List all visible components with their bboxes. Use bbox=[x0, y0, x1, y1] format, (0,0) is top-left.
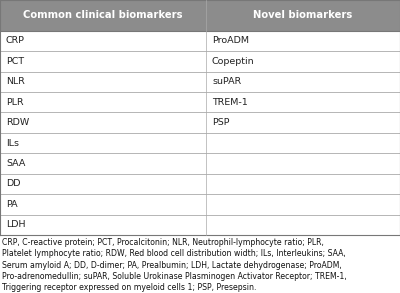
Bar bbox=[206, 0, 400, 31]
Text: Serum amyloid A; DD, D-dimer; PA, Prealbumin; LDH, Lactate dehydrogenase; ProADM: Serum amyloid A; DD, D-dimer; PA, Prealb… bbox=[2, 260, 342, 270]
Text: SAA: SAA bbox=[6, 159, 25, 168]
Bar bbox=[0, 31, 206, 51]
Bar bbox=[0, 113, 206, 133]
Bar bbox=[206, 92, 400, 113]
Text: CRP, C-reactive protein; PCT, Procalcitonin; NLR, Neutrophil-lymphocyte ratio; P: CRP, C-reactive protein; PCT, Procalcito… bbox=[2, 238, 324, 247]
Text: PA: PA bbox=[6, 200, 18, 209]
Bar bbox=[206, 113, 400, 133]
Bar bbox=[0, 133, 206, 153]
Text: CRP: CRP bbox=[6, 36, 25, 45]
Text: LDH: LDH bbox=[6, 220, 26, 229]
Text: ProADM: ProADM bbox=[212, 36, 249, 45]
Bar bbox=[0, 174, 206, 194]
Bar bbox=[206, 71, 400, 92]
Text: Triggering receptor expressed on myeloid cells 1; PSP, Presepsin.: Triggering receptor expressed on myeloid… bbox=[2, 283, 256, 292]
Bar bbox=[0, 51, 206, 71]
Text: suPAR: suPAR bbox=[212, 77, 241, 86]
Text: Platelet lymphocyte ratio; RDW, Red blood cell distribution width; ILs, Interleu: Platelet lymphocyte ratio; RDW, Red bloo… bbox=[2, 249, 346, 258]
Bar bbox=[206, 194, 400, 214]
Text: Common clinical biomarkers: Common clinical biomarkers bbox=[23, 10, 183, 20]
Text: TREM-1: TREM-1 bbox=[212, 98, 248, 107]
Text: ILs: ILs bbox=[6, 139, 19, 148]
Bar bbox=[0, 194, 206, 214]
Bar bbox=[0, 0, 206, 31]
Bar bbox=[206, 214, 400, 235]
Bar bbox=[206, 174, 400, 194]
Text: PLR: PLR bbox=[6, 98, 24, 107]
Text: RDW: RDW bbox=[6, 118, 29, 127]
Bar bbox=[0, 153, 206, 174]
Text: DD: DD bbox=[6, 179, 20, 188]
Bar bbox=[206, 133, 400, 153]
Text: PSP: PSP bbox=[212, 118, 230, 127]
Bar bbox=[206, 51, 400, 71]
Text: PCT: PCT bbox=[6, 57, 24, 66]
Text: Novel biomarkers: Novel biomarkers bbox=[253, 10, 353, 20]
Bar bbox=[0, 214, 206, 235]
Bar bbox=[206, 153, 400, 174]
Bar bbox=[0, 71, 206, 92]
Text: NLR: NLR bbox=[6, 77, 25, 86]
Text: Copeptin: Copeptin bbox=[212, 57, 255, 66]
Text: Pro-adrenomedullin; suPAR, Soluble Urokinase Plasminogen Activator Receptor; TRE: Pro-adrenomedullin; suPAR, Soluble Uroki… bbox=[2, 272, 347, 281]
Bar bbox=[206, 31, 400, 51]
Bar bbox=[0, 92, 206, 113]
